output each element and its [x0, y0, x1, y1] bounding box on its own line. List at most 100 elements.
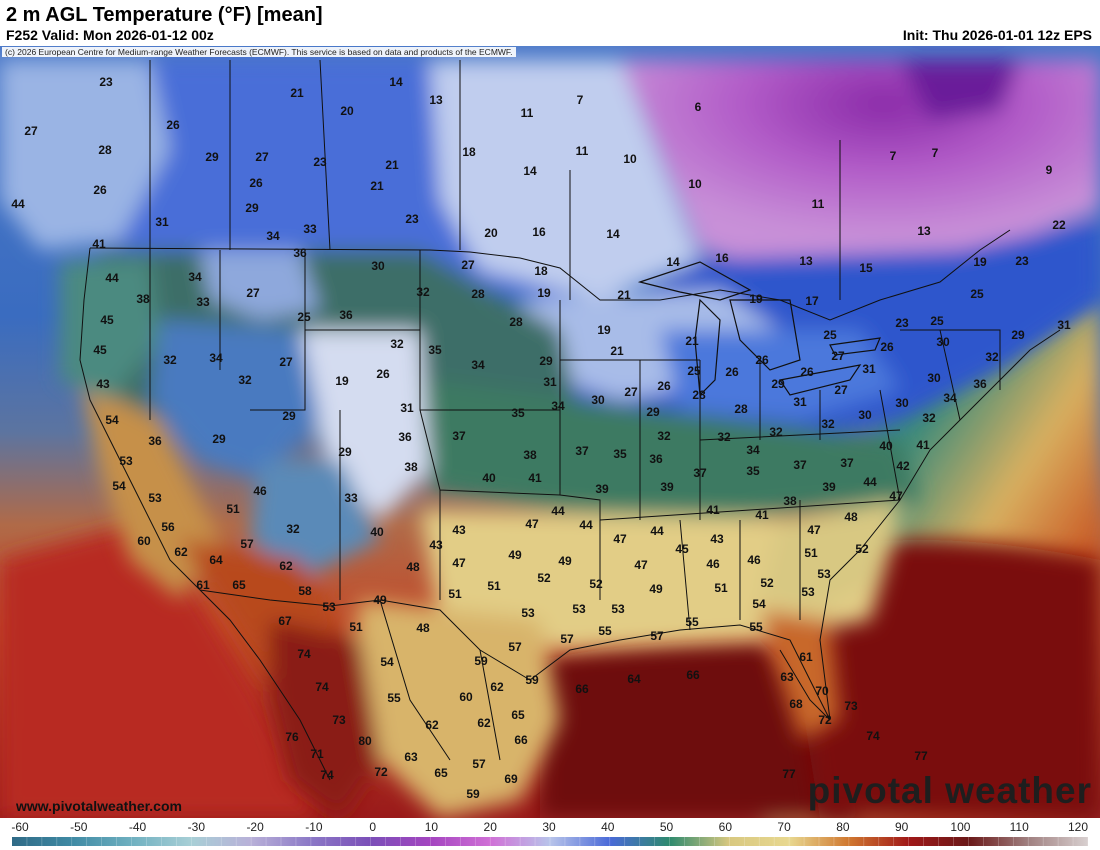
- temperature-value: 64: [627, 672, 641, 686]
- temperature-value: 53: [817, 567, 831, 581]
- temperature-value: 26: [800, 365, 814, 379]
- temperature-value: 65: [232, 578, 246, 592]
- temperature-value: 29: [646, 405, 660, 419]
- temperature-value: 55: [387, 691, 401, 705]
- temperature-value: 61: [196, 578, 210, 592]
- temperature-value: 32: [717, 430, 731, 444]
- temperature-value: 21: [290, 86, 304, 100]
- color-scale-label: 50: [659, 820, 674, 834]
- color-scale-label: 100: [950, 820, 971, 834]
- temperature-value: 72: [818, 713, 832, 727]
- temperature-value: 36: [339, 308, 353, 322]
- temperature-value: 7: [932, 146, 939, 160]
- temperature-value: 57: [508, 640, 522, 654]
- temperature-value: 29: [212, 432, 226, 446]
- temperature-value: 47: [889, 489, 903, 503]
- temperature-value: 29: [245, 201, 259, 215]
- temperature-value: 29: [338, 445, 352, 459]
- ecmwf-credit: (c) 2026 European Centre for Medium-rang…: [2, 47, 516, 57]
- temperature-value: 45: [100, 313, 114, 327]
- color-scale-label: 10: [424, 820, 439, 834]
- temperature-value: 28: [692, 388, 706, 402]
- temperature-value: 26: [249, 176, 263, 190]
- temperature-value: 62: [425, 718, 439, 732]
- temperature-value: 6: [695, 100, 702, 114]
- temperature-value: 59: [525, 673, 539, 687]
- temperature-value: 26: [755, 353, 769, 367]
- temperature-value: 74: [866, 729, 880, 743]
- temperature-value: 62: [477, 716, 491, 730]
- temperature-value: 29: [539, 354, 553, 368]
- temperature-value: 26: [657, 379, 671, 393]
- temperature-value: 26: [880, 340, 894, 354]
- temperature-value: 53: [322, 600, 336, 614]
- temperature-value: 23: [1015, 254, 1029, 268]
- temperature-value: 7: [890, 149, 897, 163]
- temperature-value: 39: [595, 482, 609, 496]
- temperature-value: 36: [649, 452, 663, 466]
- temperature-value: 51: [487, 579, 501, 593]
- temperature-value: 42: [896, 459, 910, 473]
- website-link[interactable]: www.pivotalweather.com: [16, 798, 182, 814]
- temperature-value: 38: [136, 292, 150, 306]
- temperature-value: 17: [805, 294, 819, 308]
- temperature-value: 26: [166, 118, 180, 132]
- temperature-value: 44: [579, 518, 593, 532]
- temperature-value: 34: [746, 443, 760, 457]
- temperature-value: 77: [914, 749, 928, 763]
- temperature-value: 54: [112, 479, 126, 493]
- temperature-value: 73: [332, 713, 346, 727]
- temperature-value: 41: [528, 471, 542, 485]
- temperature-value: 26: [376, 367, 390, 381]
- temperature-value: 32: [922, 411, 936, 425]
- temperature-value: 32: [390, 337, 404, 351]
- temperature-value: 18: [534, 264, 548, 278]
- temperature-value: 30: [895, 396, 909, 410]
- color-scale-labels: -60 -50 -40 -30 -20 -10 0 10 20 30 40 50 60 70 80 90 100…: [0, 820, 1100, 834]
- temperature-value: 67: [278, 614, 292, 628]
- temperature-value: 31: [543, 375, 557, 389]
- temperature-value: 34: [551, 399, 565, 413]
- temperature-value: 62: [490, 680, 504, 694]
- temperature-value: 35: [428, 343, 442, 357]
- temperature-value: 46: [747, 553, 761, 567]
- temperature-value: 43: [710, 532, 724, 546]
- temperature-value: 30: [927, 371, 941, 385]
- temperature-value: 28: [98, 143, 112, 157]
- temperature-value: 56: [161, 520, 175, 534]
- temperature-value: 36: [398, 430, 412, 444]
- color-scale-gradient: [12, 837, 1088, 846]
- temperature-value: 30: [858, 408, 872, 422]
- temperature-value: 14: [666, 255, 680, 269]
- temperature-value: 54: [752, 597, 766, 611]
- temperature-value: 59: [466, 787, 480, 801]
- temperature-value: 66: [686, 668, 700, 682]
- temperature-value: 27: [834, 383, 848, 397]
- color-scale-label: 30: [542, 820, 556, 834]
- temperature-value: 48: [844, 510, 858, 524]
- temperature-value: 7: [577, 93, 584, 107]
- temperature-value: 32: [769, 425, 783, 439]
- temperature-value: 32: [238, 373, 252, 387]
- color-scale-label: 110: [1009, 820, 1029, 834]
- temperature-value: 64: [209, 553, 223, 567]
- temperature-value: 38: [783, 494, 797, 508]
- color-scale-label: -30: [187, 820, 205, 834]
- temperature-value: 46: [706, 557, 720, 571]
- temperature-value: 52: [589, 577, 603, 591]
- temperature-value: 54: [105, 413, 119, 427]
- temperature-value: 27: [255, 150, 269, 164]
- temperature-value: 74: [315, 680, 329, 694]
- temperature-value: 53: [611, 602, 625, 616]
- temperature-value: 28: [509, 315, 523, 329]
- temperature-value: 32: [416, 285, 430, 299]
- temperature-value: 45: [675, 542, 689, 556]
- temperature-value: 71: [310, 747, 324, 761]
- temperature-value: 33: [344, 491, 358, 505]
- temperature-value: 23: [99, 75, 113, 89]
- temperature-value: 37: [575, 444, 589, 458]
- temperature-value: 19: [749, 292, 763, 306]
- temperature-value: 62: [279, 559, 293, 573]
- temperature-value: 27: [246, 286, 260, 300]
- color-scale-label: 40: [601, 820, 615, 834]
